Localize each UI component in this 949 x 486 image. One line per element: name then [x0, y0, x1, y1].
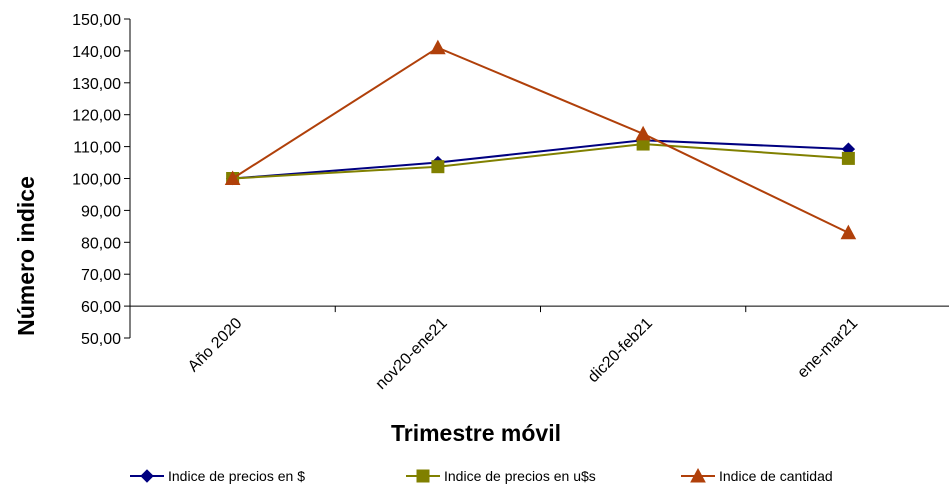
x-tick-labels: Año 2020 nov20-ene21 dic20-feb21 ene-mar21 [185, 306, 861, 393]
y-tick-label: 140,00 [72, 44, 121, 61]
legend-label: Indice de cantidad [719, 468, 833, 484]
legend-item: Indice de precios en u$s [406, 468, 596, 484]
series-1 [225, 133, 856, 186]
triangle-marker [224, 170, 241, 185]
y-tick-label: 150,00 [72, 12, 121, 29]
y-tick-label: 70,00 [81, 267, 121, 284]
y-tick-label: 100,00 [72, 172, 121, 189]
diamond-marker [140, 469, 154, 483]
square-marker [431, 160, 445, 174]
y-tick-label: 60,00 [81, 299, 121, 316]
legend-item: Indice de cantidad [681, 467, 833, 484]
y-tick-label: 120,00 [72, 108, 121, 125]
series-line [232, 143, 849, 180]
square-marker [841, 151, 855, 165]
triangle-marker [430, 39, 446, 55]
axes [129, 19, 949, 338]
legend: Indice de precios en $ Indice de precios … [130, 467, 833, 484]
triangle-marker [635, 125, 651, 141]
series-line [232, 46, 849, 234]
y-tick-label: 80,00 [81, 235, 121, 252]
x-tick-label: dic20-feb21 [585, 315, 656, 386]
triangle-marker [840, 224, 857, 240]
y-axis-title: Número indice [13, 176, 39, 336]
series-lines [224, 39, 857, 240]
series-3 [224, 39, 857, 240]
x-tick-label: Año 2020 [185, 315, 246, 376]
legend-label: Indice de precios en $ [168, 468, 305, 484]
y-tick-labels: 50,00 60,00 70,00 80,00 90,00 100,00 110,00 120… [72, 12, 130, 348]
x-tick-label: ene-mar21 [794, 315, 861, 382]
y-tick-label: 90,00 [81, 203, 121, 220]
y-tick-label: 50,00 [81, 331, 121, 348]
triangle-marker [690, 467, 706, 483]
legend-label: Indice de precios en u$s [444, 468, 596, 484]
y-tick-label: 130,00 [72, 76, 121, 93]
square-marker [416, 469, 430, 483]
x-tick-label: nov20-ene21 [373, 315, 451, 393]
legend-item: Indice de precios en $ [130, 468, 305, 484]
series-line [232, 139, 849, 180]
y-tick-label: 110,00 [73, 140, 121, 157]
x-axis-title: Trimestre móvil [391, 420, 561, 446]
